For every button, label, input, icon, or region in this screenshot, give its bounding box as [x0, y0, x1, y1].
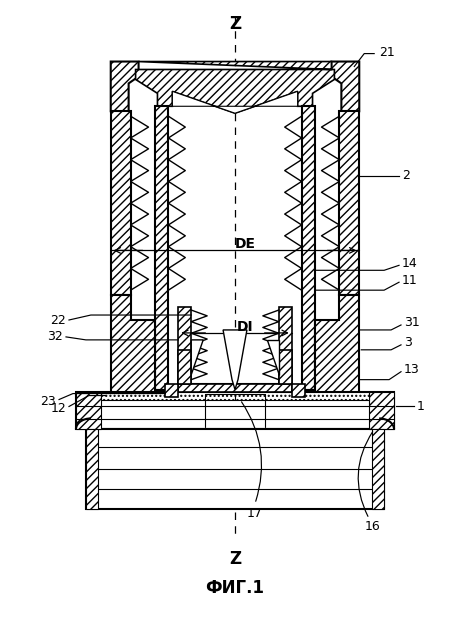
Text: 22: 22 [50, 314, 66, 326]
Polygon shape [339, 111, 359, 295]
Text: 16: 16 [364, 520, 380, 533]
Polygon shape [178, 383, 292, 392]
Polygon shape [111, 61, 139, 111]
Polygon shape [279, 350, 305, 397]
Text: ФИГ.1: ФИГ.1 [205, 579, 265, 597]
Text: DE: DE [235, 237, 255, 252]
Polygon shape [156, 106, 168, 390]
Text: 1: 1 [417, 400, 425, 413]
Polygon shape [111, 295, 156, 392]
Polygon shape [156, 383, 314, 392]
Text: 14: 14 [402, 257, 418, 270]
Text: 17: 17 [247, 508, 263, 520]
Text: 13: 13 [404, 364, 420, 376]
Polygon shape [302, 106, 314, 390]
Text: 32: 32 [47, 330, 63, 344]
Text: Z: Z [229, 15, 241, 33]
Text: 31: 31 [404, 317, 420, 330]
Polygon shape [279, 307, 292, 383]
Polygon shape [267, 340, 279, 374]
Polygon shape [86, 429, 98, 509]
Polygon shape [86, 429, 384, 509]
Polygon shape [178, 307, 191, 383]
Polygon shape [372, 429, 384, 509]
Polygon shape [165, 350, 191, 397]
Polygon shape [369, 392, 394, 429]
Polygon shape [172, 92, 298, 113]
Text: 2: 2 [402, 170, 410, 182]
Polygon shape [111, 111, 131, 295]
Text: 23: 23 [40, 395, 56, 408]
Text: Z: Z [229, 550, 241, 568]
Polygon shape [331, 61, 359, 111]
Polygon shape [76, 392, 101, 429]
Polygon shape [223, 330, 247, 390]
Polygon shape [314, 295, 359, 392]
Text: 12: 12 [50, 402, 66, 415]
Text: 3: 3 [404, 337, 412, 349]
Text: DI: DI [236, 320, 253, 334]
Polygon shape [191, 340, 203, 374]
Text: 21: 21 [379, 46, 395, 59]
Polygon shape [135, 61, 335, 113]
Polygon shape [76, 392, 394, 429]
Text: 11: 11 [402, 274, 418, 287]
Polygon shape [101, 392, 369, 399]
